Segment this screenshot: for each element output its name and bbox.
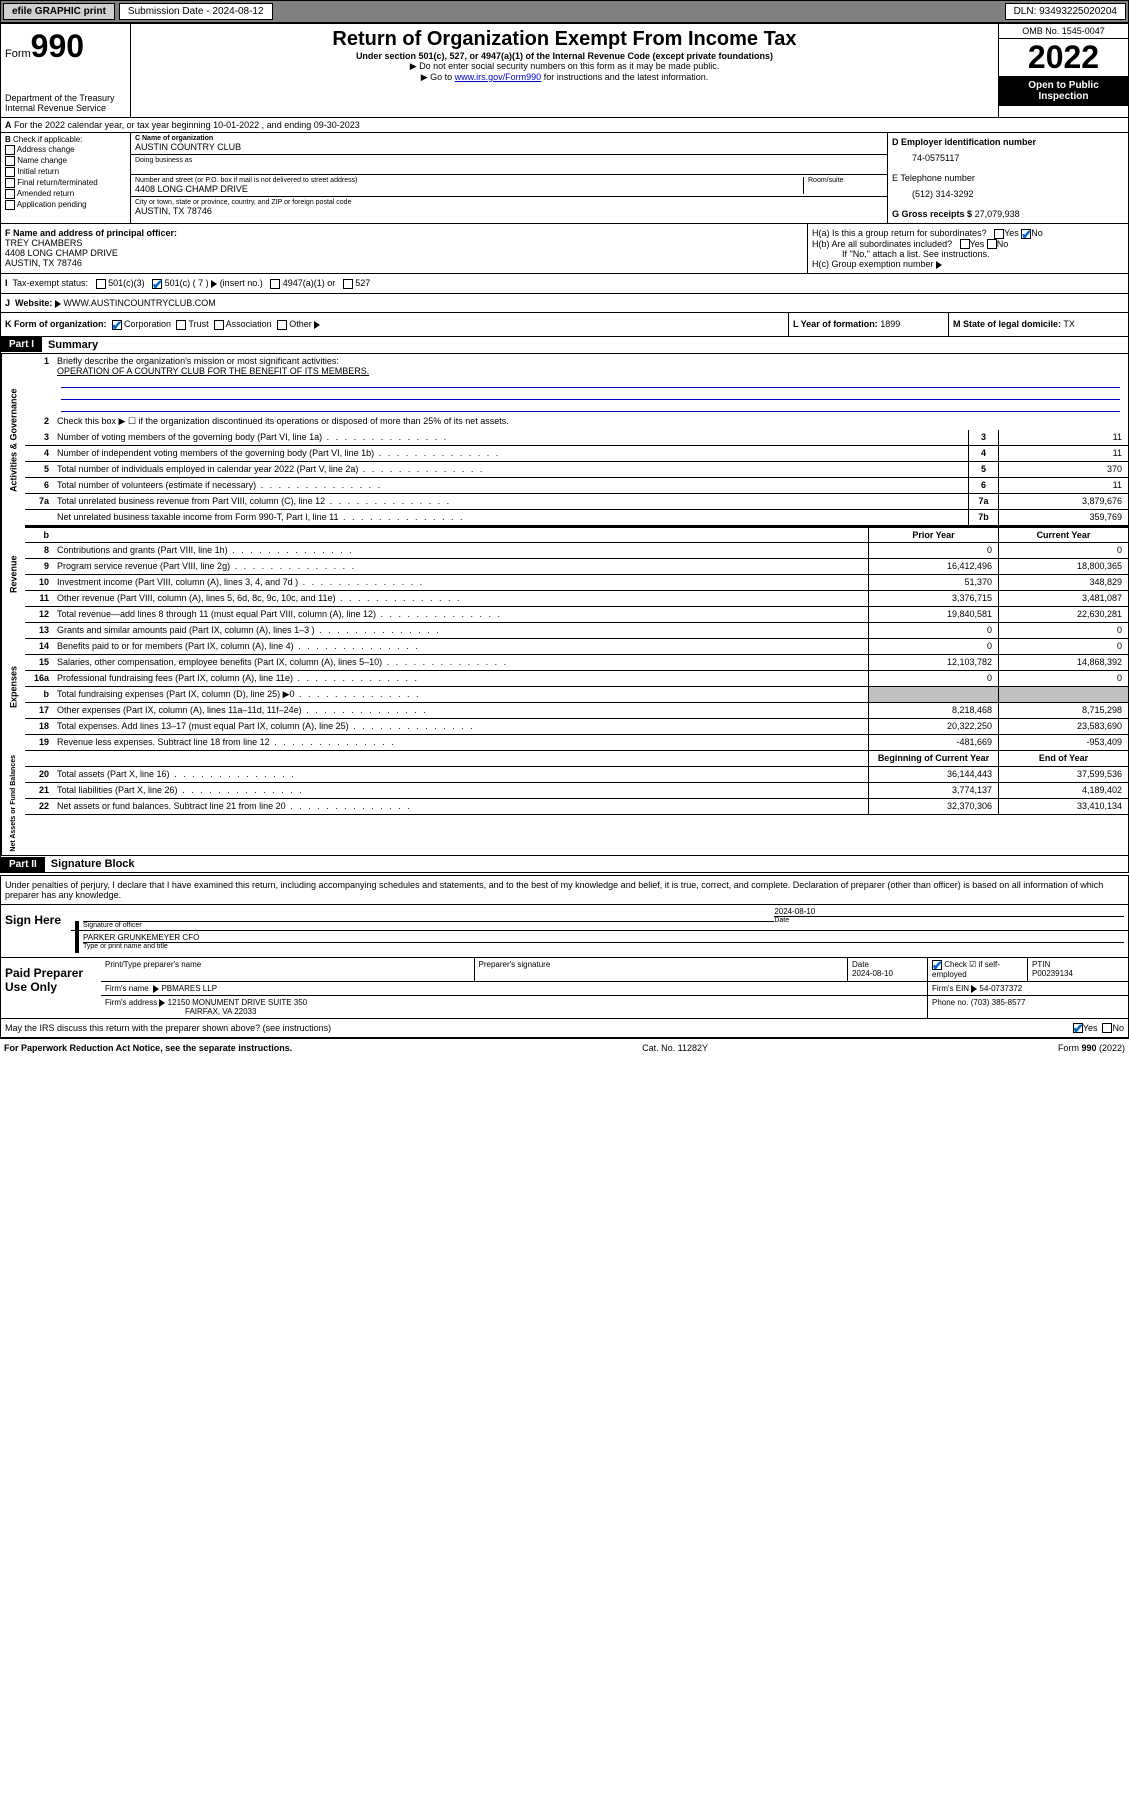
cb-final-return[interactable]: Final return/terminated	[5, 178, 126, 188]
col-current-year: Current Year	[998, 528, 1128, 542]
vtab-revenue: Revenue	[1, 526, 25, 623]
form-version: Form 990 (2022)	[1058, 1043, 1125, 1053]
instructions-link-row: ▶ Go to www.irs.gov/Form990 for instruct…	[135, 72, 994, 83]
part2-header: Part II	[1, 857, 45, 872]
gross-receipts: G Gross receipts $ 27,079,938	[892, 209, 1124, 219]
row-i-tax-status: I Tax-exempt status: 501(c)(3) 501(c) ( …	[0, 274, 1129, 294]
row-a-tax-year: A For the 2022 calendar year, or tax yea…	[0, 118, 1129, 133]
dln: DLN: 93493225020204	[1005, 3, 1126, 20]
irs-label: Internal Revenue Service	[5, 103, 126, 113]
perjury-statement: Under penalties of perjury, I declare th…	[1, 876, 1128, 904]
ein-box: D Employer identification number 74-0575…	[892, 137, 1124, 173]
table-row: 11Other revenue (Part VIII, column (A), …	[25, 591, 1128, 607]
topbar: efile GRAPHIC print Submission Date - 20…	[0, 0, 1129, 23]
row-j-website: J Website: WWW.AUSTINCOUNTRYCLUB.COM	[0, 294, 1129, 313]
org-name-box: C Name of organization AUSTIN COUNTRY CL…	[131, 133, 887, 155]
efile-print-button[interactable]: efile GRAPHIC print	[3, 3, 115, 20]
table-row: bTotal fundraising expenses (Part IX, co…	[25, 687, 1128, 703]
part1-title: Summary	[42, 337, 104, 353]
table-row: 3Number of voting members of the governi…	[25, 430, 1128, 446]
vtab-governance: Activities & Governance	[1, 354, 25, 526]
table-row: 4Number of independent voting members of…	[25, 446, 1128, 462]
table-row: 6Total number of volunteers (estimate if…	[25, 478, 1128, 494]
submission-date: Submission Date - 2024-08-12	[119, 3, 273, 20]
table-row: 20Total assets (Part X, line 16)36,144,4…	[25, 767, 1128, 783]
row-fh: F Name and address of principal officer:…	[0, 224, 1129, 274]
col-prior-year: Prior Year	[868, 528, 998, 542]
table-row: 7aTotal unrelated business revenue from …	[25, 494, 1128, 510]
page-footer: For Paperwork Reduction Act Notice, see …	[0, 1038, 1129, 1057]
dba-box: Doing business as	[131, 155, 887, 175]
tax-year: 2022	[999, 39, 1128, 76]
signature-block: Under penalties of perjury, I declare th…	[0, 875, 1129, 1038]
table-row: 10Investment income (Part VIII, column (…	[25, 575, 1128, 591]
omb-number: OMB No. 1545-0047	[999, 24, 1128, 39]
arrow-icon	[936, 261, 942, 269]
table-row: 16aProfessional fundraising fees (Part I…	[25, 671, 1128, 687]
table-row: 19Revenue less expenses. Subtract line 1…	[25, 735, 1128, 751]
col-b-checkboxes: B Check if applicable: Address change Na…	[1, 133, 131, 223]
summary-table: Activities & Governance 1 Briefly descri…	[0, 354, 1129, 857]
table-row: 12Total revenue—add lines 8 through 11 (…	[25, 607, 1128, 623]
table-row: Net unrelated business taxable income fr…	[25, 510, 1128, 526]
sign-here-label: Sign Here	[1, 905, 71, 957]
table-row: 17Other expenses (Part IX, column (A), l…	[25, 703, 1128, 719]
form-number: Form990	[5, 28, 126, 65]
table-row: 13Grants and similar amounts paid (Part …	[25, 623, 1128, 639]
table-row: 15Salaries, other compensation, employee…	[25, 655, 1128, 671]
table-row: 21Total liabilities (Part X, line 26)3,7…	[25, 783, 1128, 799]
paid-preparer-label: Paid Preparer Use Only	[1, 958, 101, 1018]
group-return: H(a) Is this a group return for subordin…	[808, 224, 1128, 273]
cb-name-change[interactable]: Name change	[5, 156, 126, 166]
irs-form990-link[interactable]: www.irs.gov/Form990	[455, 72, 542, 82]
vtab-expenses: Expenses	[1, 623, 25, 751]
principal-officer: F Name and address of principal officer:…	[1, 224, 808, 273]
cb-application-pending[interactable]: Application pending	[5, 200, 126, 210]
part1-header: Part I	[1, 337, 42, 352]
ssn-note: ▶ Do not enter social security numbers o…	[135, 61, 994, 72]
table-row: 22Net assets or fund balances. Subtract …	[25, 799, 1128, 815]
open-inspection: Open to Public Inspection	[999, 76, 1128, 106]
section-bcdeg: B Check if applicable: Address change Na…	[0, 133, 1129, 224]
col-end-year: End of Year	[998, 751, 1128, 766]
vtab-net-assets: Net Assets or Fund Balances	[1, 751, 25, 856]
table-row: 14Benefits paid to or for members (Part …	[25, 639, 1128, 655]
table-row: 18Total expenses. Add lines 13–17 (must …	[25, 719, 1128, 735]
year-formation: L Year of formation: 1899	[788, 313, 948, 336]
form-header: Form990 Department of the Treasury Inter…	[0, 23, 1129, 118]
cb-amended-return[interactable]: Amended return	[5, 189, 126, 199]
col-begin-year: Beginning of Current Year	[868, 751, 998, 766]
phone-box: E Telephone number (512) 314-3292	[892, 173, 1124, 209]
address-box: Number and street (or P.O. box if mail i…	[131, 175, 887, 197]
table-row: 8Contributions and grants (Part VIII, li…	[25, 543, 1128, 559]
mission-text: OPERATION OF A COUNTRY CLUB FOR THE BENE…	[57, 366, 369, 376]
form-of-org: K Form of organization: Corporation Trus…	[1, 313, 788, 336]
cb-initial-return[interactable]: Initial return	[5, 167, 126, 177]
row-klm: K Form of organization: Corporation Trus…	[0, 313, 1129, 337]
dept-treasury: Department of the Treasury	[5, 93, 126, 103]
table-row: 5Total number of individuals employed in…	[25, 462, 1128, 478]
city-box: City or town, state or province, country…	[131, 197, 887, 218]
table-row: 9Program service revenue (Part VIII, lin…	[25, 559, 1128, 575]
form-title: Return of Organization Exempt From Incom…	[135, 28, 994, 51]
form-subtitle: Under section 501(c), 527, or 4947(a)(1)…	[135, 51, 994, 61]
part2-title: Signature Block	[45, 856, 141, 872]
cb-address-change[interactable]: Address change	[5, 145, 126, 155]
state-domicile: M State of legal domicile: TX	[948, 313, 1128, 336]
